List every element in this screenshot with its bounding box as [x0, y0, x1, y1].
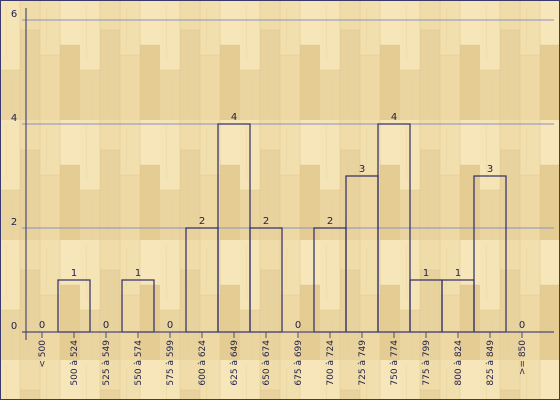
- data-label: 0: [39, 320, 45, 331]
- x-tick-label: 575 à 599: [166, 340, 176, 386]
- data-labels: 0 1 0 1 0 2 4 2 0 2 3 4 1 1 3 0: [39, 112, 525, 331]
- y-tick-label: 2: [11, 217, 17, 228]
- x-tick-labels: < 500 500 à 524 525 à 549 550 à 574 575 à 59…: [38, 340, 528, 386]
- x-tick-label: >= 850: [518, 340, 528, 375]
- data-label: 3: [487, 164, 493, 175]
- x-tick-label: 825 à 849: [486, 340, 496, 386]
- data-label: 0: [167, 320, 173, 331]
- data-label: 1: [423, 268, 429, 279]
- data-label: 2: [263, 216, 269, 227]
- x-tick-label: < 500: [38, 340, 48, 368]
- data-label: 0: [295, 320, 301, 331]
- x-tick-label: 625 à 649: [230, 340, 240, 386]
- x-tick-label: 525 à 549: [102, 340, 112, 386]
- data-label: 1: [135, 268, 141, 279]
- x-tick-label: 650 à 674: [262, 340, 272, 386]
- data-label: 0: [103, 320, 109, 331]
- y-tick-label: 6: [11, 9, 17, 20]
- data-label: 4: [391, 112, 397, 123]
- data-label: 2: [199, 216, 205, 227]
- x-tick-label: 600 à 624: [198, 340, 208, 386]
- data-label: 3: [359, 164, 365, 175]
- axes: [22, 8, 554, 340]
- y-tick-label: 4: [11, 113, 17, 124]
- y-tick-labels: 0 2 4 6: [11, 9, 17, 332]
- x-tick-label: 775 à 799: [422, 340, 432, 386]
- x-tick-label: 800 à 824: [454, 340, 464, 386]
- x-tick-label: 550 à 574: [134, 340, 144, 386]
- x-tick-label: 675 à 699: [294, 340, 304, 386]
- x-tick-label: 700 à 724: [326, 340, 336, 386]
- data-label: 1: [455, 268, 461, 279]
- data-label: 2: [327, 216, 333, 227]
- x-tick-label: 725 à 749: [358, 340, 368, 386]
- data-label: 4: [231, 112, 237, 123]
- data-label: 1: [71, 268, 77, 279]
- y-tick-label: 0: [11, 321, 17, 332]
- data-label: 0: [519, 320, 525, 331]
- x-tick-label: 500 à 524: [70, 340, 80, 386]
- x-tick-label: 750 à 774: [390, 340, 400, 386]
- y-gridlines: [22, 19, 554, 229]
